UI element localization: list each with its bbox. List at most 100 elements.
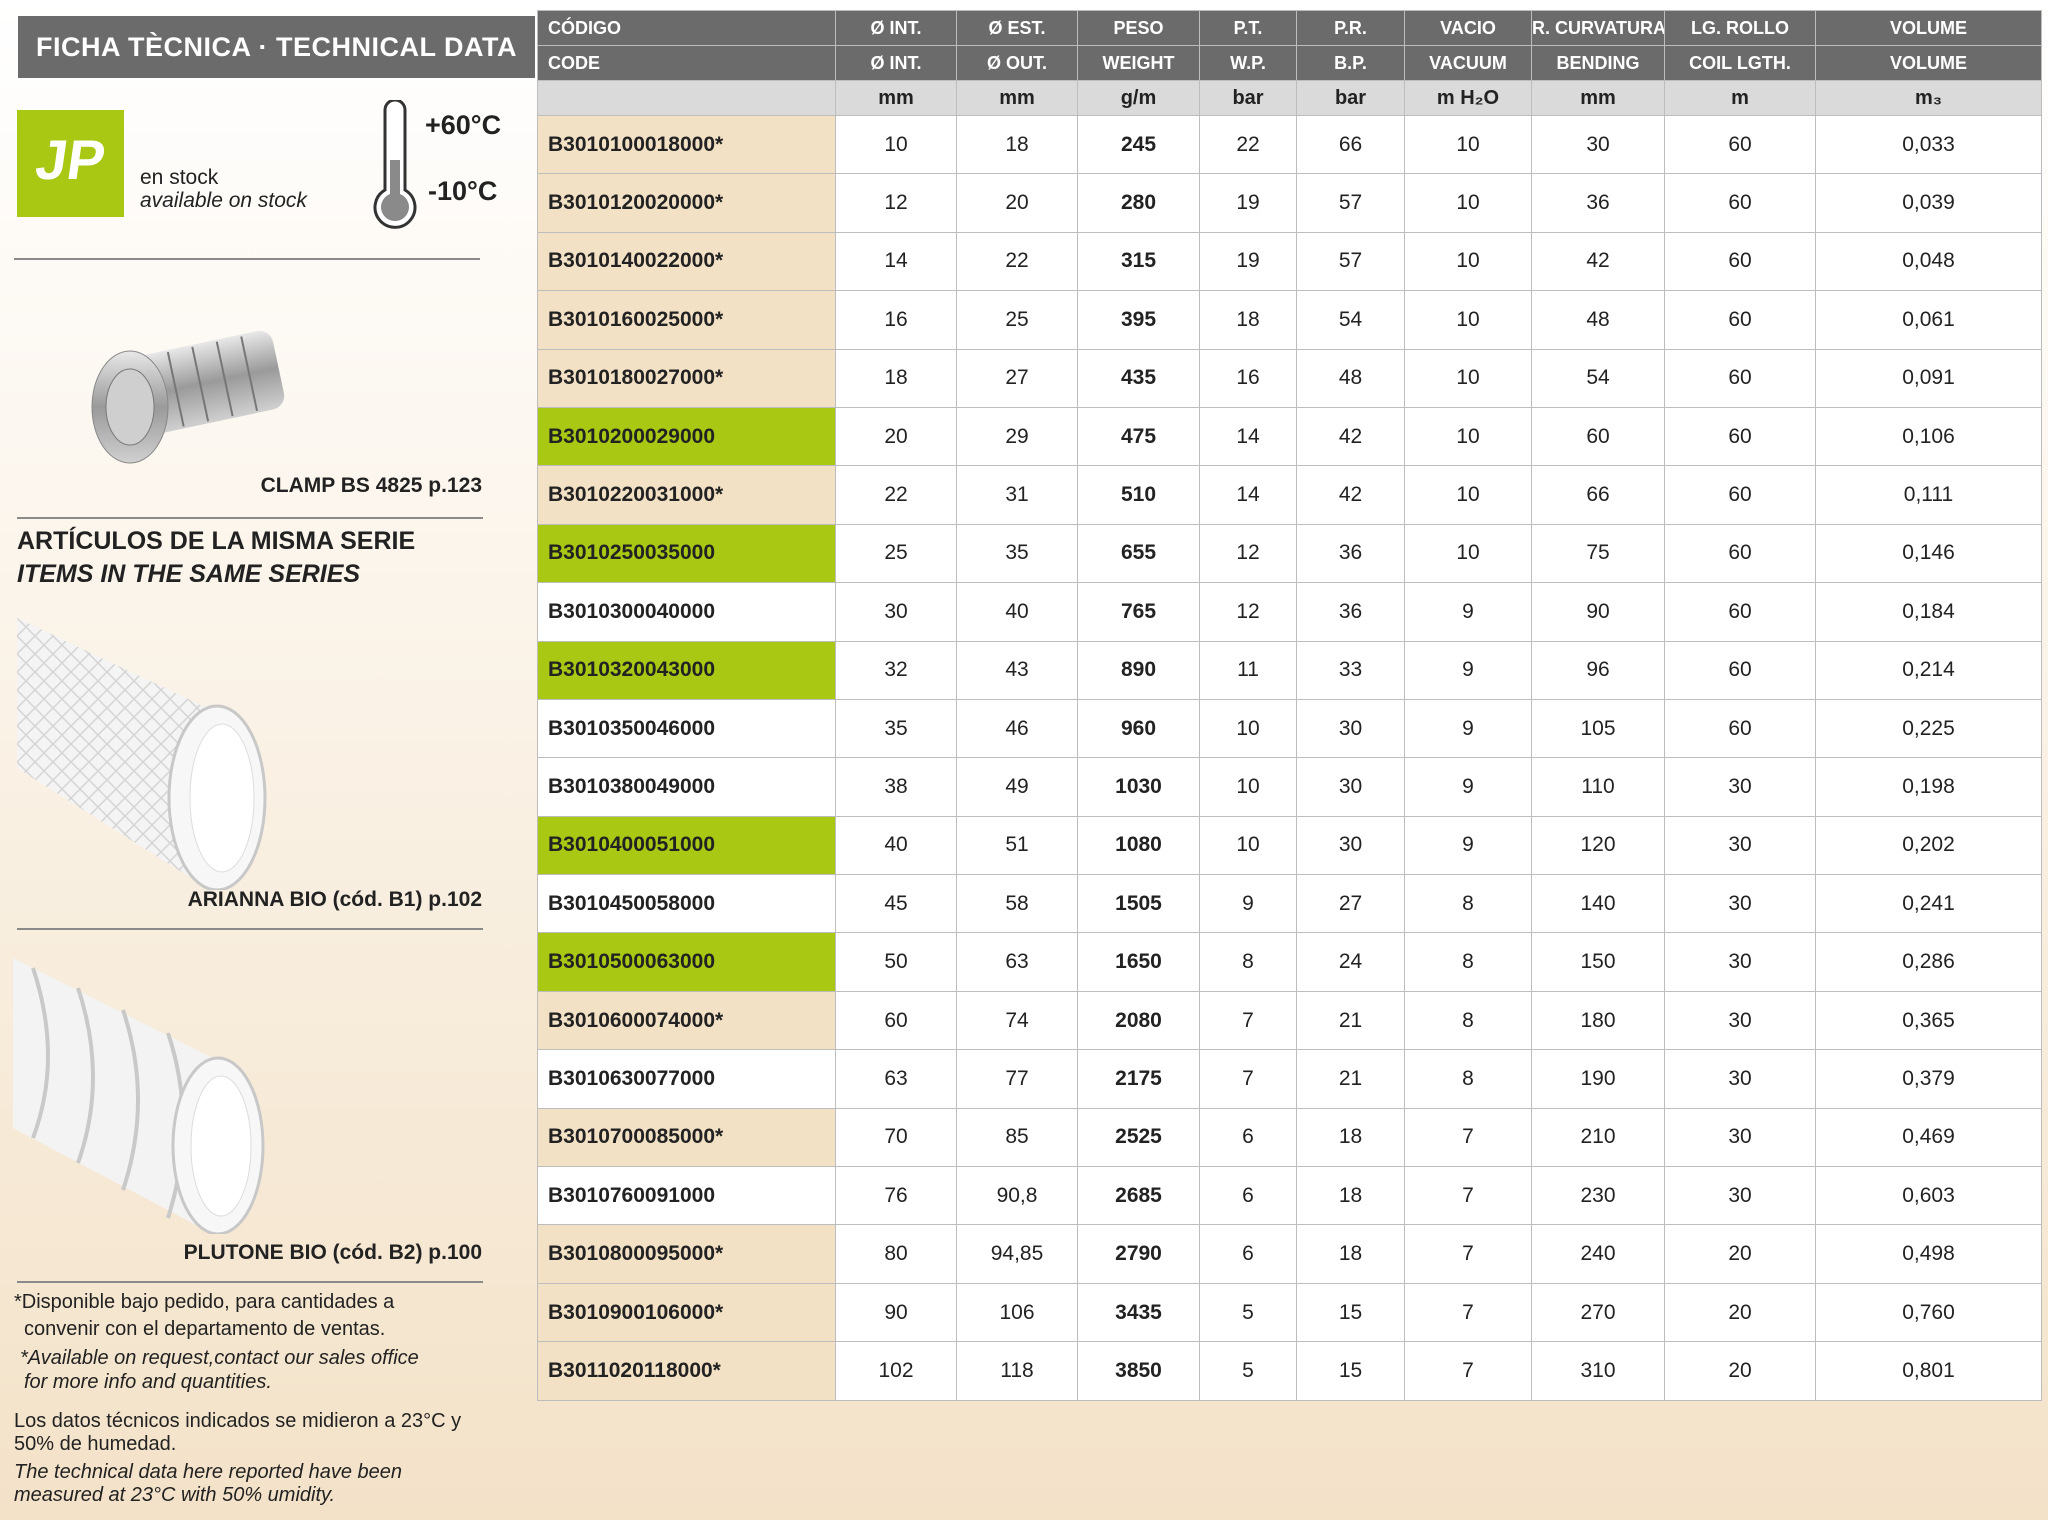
table-cell: 77	[956, 1049, 1078, 1109]
table-cell: 15	[1296, 1341, 1405, 1401]
table-cell: 120	[1531, 815, 1665, 876]
header-cell: VOLUME	[1815, 10, 2042, 46]
table-cell: 19	[1199, 173, 1297, 233]
table-cell: 30	[1664, 815, 1816, 876]
table-cell: 890	[1077, 640, 1200, 700]
table-cell: 2080	[1077, 990, 1200, 1051]
table-cell: 180	[1531, 990, 1665, 1051]
code-cell: B3010450058000	[537, 874, 836, 934]
header-cell: VOLUME	[1815, 45, 2042, 81]
table-cell: 7	[1199, 1049, 1297, 1109]
table-cell: 0,469	[1815, 1107, 2042, 1168]
header-cell: bar	[1199, 80, 1297, 116]
table-row: B3010200029000 20 29 475 14 42 10 60 60 0,106	[537, 406, 2042, 467]
sheet-title: FICHA TÈCNICA · TECHNICAL DATA	[18, 16, 535, 78]
table-cell: 0,061	[1815, 290, 2042, 350]
table-cell: 5	[1199, 1282, 1297, 1343]
table-cell: 140	[1531, 874, 1665, 934]
table-cell: 14	[1199, 406, 1297, 467]
table-cell: 30	[1531, 114, 1665, 175]
header-cell: m₃	[1815, 80, 2042, 116]
table-cell: 20	[1664, 1282, 1816, 1343]
clamp-image	[91, 330, 285, 464]
table-cell: 0,033	[1815, 114, 2042, 175]
table-cell: 2175	[1077, 1049, 1200, 1109]
table-cell: 9	[1404, 582, 1532, 642]
table-cell: 9	[1404, 815, 1532, 876]
code-cell: B3010180027000*	[537, 348, 836, 408]
table-cell: 42	[1296, 406, 1405, 467]
table-cell: 0,091	[1815, 348, 2042, 408]
table-cell: 80	[835, 1224, 957, 1284]
table-cell: 60	[1664, 231, 1816, 292]
table-row: B3010100018000* 10 18 245 22 66 10 30 60 0,033	[537, 114, 2042, 175]
header-row: CODE Ø INT. Ø OUT. WEIGHT W.P. B.P. VACUUM BEND…	[537, 45, 2042, 81]
table-cell: 7	[1404, 1341, 1532, 1401]
table-cell: 0,365	[1815, 990, 2042, 1051]
code-cell: B3010140022000*	[537, 231, 836, 292]
table-cell: 0,106	[1815, 406, 2042, 467]
header-cell: BENDING	[1531, 45, 1665, 81]
table-cell: 36	[1296, 523, 1405, 584]
table-cell: 105	[1531, 698, 1665, 759]
header-cell: CODE	[537, 45, 836, 81]
note: The technical data here reported have be…	[14, 1461, 403, 1483]
table-cell: 1080	[1077, 815, 1200, 876]
table-row: B3010160025000* 16 25 395 18 54 10 48 60 0,061	[537, 290, 2042, 350]
table-cell: 18	[1199, 290, 1297, 350]
table-body: B3010100018000* 10 18 245 22 66 10 30 60 0,033 B30…	[537, 114, 2042, 1401]
header-cell: Ø OUT.	[956, 45, 1078, 81]
code-cell: B3011020118000*	[537, 1341, 836, 1401]
header-cell: m H₂O	[1404, 80, 1532, 116]
code-cell: B3010760091000	[537, 1166, 836, 1226]
table-cell: 475	[1077, 406, 1200, 467]
table-cell: 96	[1531, 640, 1665, 700]
table-cell: 60	[835, 990, 957, 1051]
table-cell: 16	[835, 290, 957, 350]
table-cell: 43	[956, 640, 1078, 700]
table-cell: 22	[835, 465, 957, 525]
table-cell: 10	[1404, 173, 1532, 233]
table-cell: 30	[1664, 874, 1816, 934]
table-cell: 51	[956, 815, 1078, 876]
table-cell: 57	[1296, 173, 1405, 233]
header-cell: LG. ROLLO	[1664, 10, 1816, 46]
table-cell: 7	[1404, 1107, 1532, 1168]
table-cell: 30	[835, 582, 957, 642]
table-cell: 40	[835, 815, 957, 876]
table-cell: 90	[835, 1282, 957, 1343]
table-cell: 60	[1664, 406, 1816, 467]
table-cell: 60	[1664, 640, 1816, 700]
table-cell: 7	[1199, 990, 1297, 1051]
table-cell: 14	[835, 231, 957, 292]
table-cell: 36	[1296, 582, 1405, 642]
table-row: B3010320043000 32 43 890 11 33 9 96 60 0,214	[537, 640, 2042, 700]
table-cell: 57	[1296, 231, 1405, 292]
table-cell: 190	[1531, 1049, 1665, 1109]
table-cell: 10	[1404, 231, 1532, 292]
table-cell: 0,760	[1815, 1282, 2042, 1343]
table-cell: 45	[835, 874, 957, 934]
header-cell: Ø EST.	[956, 10, 1078, 46]
table-cell: 30	[1664, 757, 1816, 817]
code-cell: B3010380049000	[537, 757, 836, 817]
table-cell: 10	[1199, 757, 1297, 817]
table-cell: 33	[1296, 640, 1405, 700]
table-cell: 85	[956, 1107, 1078, 1168]
table-cell: 76	[835, 1166, 957, 1226]
header-cell: mm	[1531, 80, 1665, 116]
table-cell: 48	[1296, 348, 1405, 408]
table-cell: 150	[1531, 932, 1665, 992]
table-cell: 20	[1664, 1224, 1816, 1284]
table-cell: 30	[1296, 815, 1405, 876]
code-cell: B3010320043000	[537, 640, 836, 700]
code-cell: B3010700085000*	[537, 1107, 836, 1168]
code-cell: B3010160025000*	[537, 290, 836, 350]
table-cell: 75	[1531, 523, 1665, 584]
hose-image	[13, 958, 265, 1234]
code-cell: B3010250035000	[537, 523, 836, 584]
code-cell: B3010630077000	[537, 1049, 836, 1109]
table-cell: 54	[1296, 290, 1405, 350]
table-cell: 2790	[1077, 1224, 1200, 1284]
code-cell: B3010350046000	[537, 698, 836, 759]
